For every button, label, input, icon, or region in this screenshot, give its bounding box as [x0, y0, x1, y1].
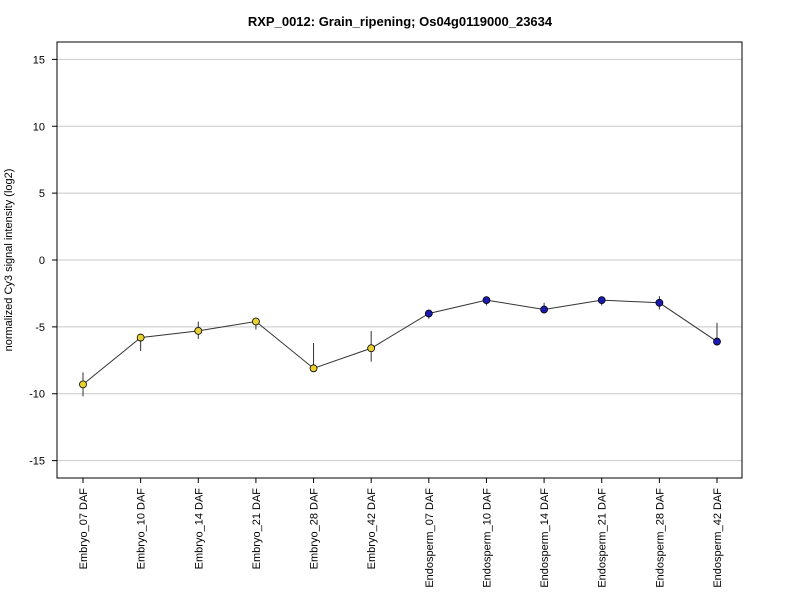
- x-tick-label: Endosperm_14 DAF: [539, 488, 551, 588]
- x-tick-label: Embryo_42 DAF: [366, 488, 378, 570]
- data-point: [79, 380, 87, 389]
- y-tick-label: -15: [29, 456, 45, 468]
- y-tick-label: 5: [39, 188, 45, 200]
- data-point: [136, 333, 145, 342]
- x-tick-label: Embryo_14 DAF: [193, 488, 205, 570]
- y-tick-label: -5: [35, 322, 45, 334]
- y-tick-label: -10: [29, 389, 45, 401]
- series-line: [82, 299, 718, 385]
- x-tick-label: Endosperm_28 DAF: [654, 488, 666, 588]
- data-point: [424, 309, 433, 318]
- data-point: [540, 305, 548, 314]
- y-axis-ticks: 15 10 5 0 -5 -10 -15: [29, 54, 57, 468]
- x-tick-label: Embryo_21 DAF: [251, 488, 263, 570]
- x-tick-label: Embryo_07 DAF: [78, 488, 90, 570]
- data-point: [252, 317, 260, 326]
- data-point: [655, 298, 664, 307]
- data-points: [79, 296, 721, 389]
- y-tick-label: 10: [33, 121, 45, 133]
- x-tick-label: Embryo_28 DAF: [309, 488, 321, 570]
- x-axis-ticks: Embryo_07 DAF Embryo_10 DAF Embryo_14 DAF E…: [78, 478, 724, 588]
- chart-title: RXP_0012: Grain_ripening; Os04g0119000_2…: [248, 14, 553, 29]
- data-point: [482, 296, 491, 305]
- y-tick-label: 15: [33, 54, 45, 66]
- x-tick-label: Endosperm_42 DAF: [712, 488, 724, 588]
- data-point: [597, 296, 606, 305]
- data-point: [367, 344, 376, 353]
- x-tick-label: Embryo_10 DAF: [136, 488, 148, 570]
- y-tick-label: 0: [39, 255, 45, 267]
- data-point: [194, 326, 203, 335]
- x-tick-label: Endosperm_10 DAF: [481, 488, 493, 588]
- series-line-group: [82, 299, 718, 385]
- x-tick-label: Endosperm_07 DAF: [424, 488, 436, 588]
- grid-lines: [57, 58, 742, 462]
- data-point: [713, 337, 721, 346]
- error-bars: [82, 296, 718, 397]
- data-point: [309, 364, 318, 373]
- x-tick-label: Endosperm_21 DAF: [597, 488, 609, 588]
- y-axis-label: normalized Cy3 signal intensity (log2): [3, 169, 15, 352]
